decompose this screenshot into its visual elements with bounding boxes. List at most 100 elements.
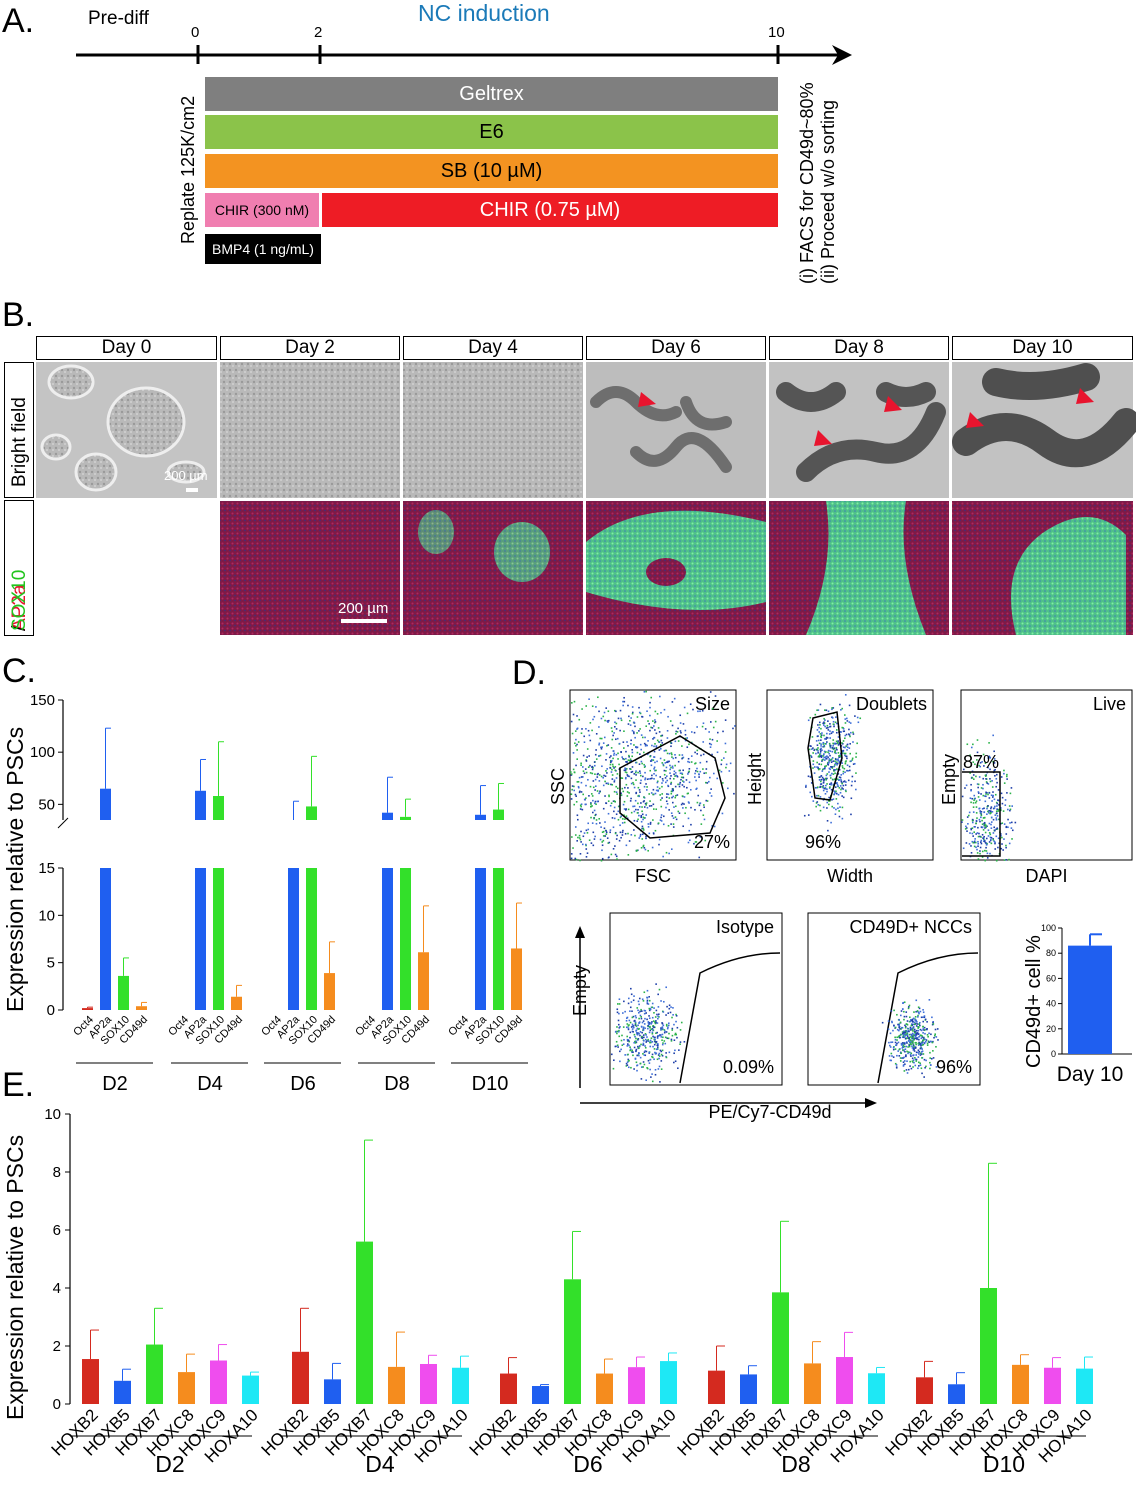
- d-x-arrowhead: [865, 1098, 877, 1108]
- prediff-label: Pre-diff: [88, 8, 149, 29]
- d-plot-ylabel: SSC: [548, 768, 568, 805]
- e6-label: E6: [479, 120, 504, 143]
- panel-e-letter: E.: [2, 1066, 35, 1104]
- c-ytick-label: 0: [47, 1002, 55, 1019]
- proceed-note: (ii) Proceed w/o sorting: [818, 99, 838, 284]
- micrograph-grid: [36, 362, 1136, 635]
- d-plot-title: Live: [1093, 694, 1126, 714]
- day-header-10: Day 10: [952, 336, 1133, 360]
- e-bar: [1012, 1364, 1029, 1404]
- if-day2-image: [220, 501, 400, 635]
- d-plot-xlabel: FSC: [635, 866, 671, 886]
- bf-day4-image: [403, 362, 583, 498]
- c-bar: [382, 868, 393, 1010]
- e-bar: [388, 1366, 405, 1404]
- if-day8-image: [769, 501, 949, 635]
- e-bar: [178, 1372, 195, 1404]
- d-bar-tick-label: 20: [1046, 1024, 1056, 1034]
- c-ytick-label: 50: [38, 796, 55, 813]
- d-plot-ylabel: Height: [745, 753, 765, 805]
- bf-day6-image: [586, 362, 766, 498]
- d-cd49d-frame: [807, 912, 981, 1086]
- d-plot-frame: [766, 689, 934, 861]
- d-cd49d-title: Isotype: [716, 917, 774, 937]
- bf-day8-image: [769, 362, 949, 498]
- panel-e-ylabel: Expression relative to PSCs: [2, 1134, 28, 1420]
- c-bar: [511, 948, 522, 1010]
- d-cd49d-frame: [609, 912, 783, 1086]
- if-day4-image: [403, 501, 583, 635]
- d-plot-frame: [569, 689, 737, 861]
- c-bar: [100, 868, 111, 1010]
- e-bar: [500, 1373, 517, 1404]
- panel-b-letter: B.: [2, 296, 35, 334]
- e-bar: [420, 1363, 437, 1404]
- d-live-gate: [962, 771, 1001, 857]
- e-bar: [452, 1367, 469, 1404]
- chir-300-bar: CHIR (300 nM): [205, 193, 319, 227]
- e-bar: [356, 1241, 373, 1404]
- panel-c-chart: 05101550100150Oct4AP2aSOX10CD49dD2Oct4AP…: [30, 692, 528, 1095]
- c-bar-upper: [475, 814, 486, 820]
- d-cd49d-pct: 0.09%: [723, 1057, 774, 1077]
- e-bar: [564, 1279, 581, 1404]
- c-bar-upper: [100, 788, 111, 820]
- e-group-label: D4: [365, 1451, 395, 1477]
- chir-075-bar: CHIR (0.75 µM): [322, 193, 778, 227]
- c-bar: [231, 996, 242, 1010]
- d-shared-ylabel: Empty: [570, 965, 590, 1016]
- facs-note: (i) FACS for CD49d~80%: [797, 82, 817, 284]
- e-bar: [82, 1359, 99, 1404]
- c-bar: [213, 868, 224, 1010]
- c-group-label: D4: [197, 1073, 223, 1095]
- d-bar-category: Day 10: [1057, 1063, 1124, 1086]
- d-bar-tick-label: 0: [1051, 1049, 1056, 1059]
- day-header-8: Day 8: [769, 336, 949, 360]
- e-group-label: D10: [983, 1451, 1025, 1477]
- e-bar: [242, 1375, 259, 1404]
- c-bar-upper: [213, 796, 224, 820]
- c-bar: [136, 1006, 147, 1010]
- e-bar: [948, 1384, 965, 1404]
- e-bar: [1044, 1367, 1061, 1404]
- e-bar: [708, 1370, 725, 1404]
- panel-d-letter: D.: [512, 654, 546, 692]
- e-bar: [146, 1344, 163, 1404]
- chir-300-label: CHIR (300 nM): [214, 202, 310, 218]
- e-bar: [114, 1380, 131, 1404]
- e-bar: [916, 1377, 933, 1404]
- e-ytick-label: 10: [44, 1106, 61, 1123]
- d-cd49d-title: CD49D+ NCCs: [849, 917, 972, 937]
- c-bar-upper: [400, 816, 411, 820]
- nc-induction-label: NC induction: [418, 0, 550, 26]
- e-bar: [1076, 1368, 1093, 1404]
- c-bar: [82, 1008, 93, 1010]
- day-header-0: Day 0: [36, 336, 217, 360]
- e-bar: [660, 1361, 677, 1404]
- timeline-axis: [76, 45, 852, 65]
- d-bar-tick-label: 40: [1046, 999, 1056, 1009]
- e-group-label: D8: [781, 1451, 810, 1477]
- d-plot-frame: [960, 689, 1133, 861]
- e-ytick-label: 8: [53, 1164, 61, 1181]
- e-bar: [628, 1367, 645, 1404]
- d-cd49d-pct: 96%: [936, 1057, 972, 1077]
- d-bar-tick-label: 100: [1041, 923, 1056, 933]
- panel-d-flow-plots: Size FSC SSC Doublets Width Height Live DAPI Emp…: [548, 689, 1133, 1122]
- e6-bar: E6: [205, 115, 778, 149]
- c-bar: [475, 868, 486, 1010]
- c-bar-upper: [382, 812, 393, 820]
- tick-label-2: 2: [314, 24, 323, 41]
- d-size-pct: 27%: [694, 832, 730, 852]
- stain-label-box: AP2a / SOX10: [4, 500, 34, 636]
- d-plot-ylabel: Empty: [939, 754, 959, 805]
- tick-label-0: 0: [191, 24, 200, 41]
- tick-label-10: 10: [768, 24, 785, 41]
- e-bar: [210, 1360, 227, 1404]
- c-ytick-label: 10: [38, 907, 55, 924]
- day-header-6: Day 6: [586, 336, 766, 360]
- d-live-pct: 87%: [963, 752, 999, 772]
- panel-c-letter: C.: [2, 652, 36, 690]
- panel-a-letter: A.: [2, 2, 35, 40]
- d-y-arrowhead: [575, 926, 585, 938]
